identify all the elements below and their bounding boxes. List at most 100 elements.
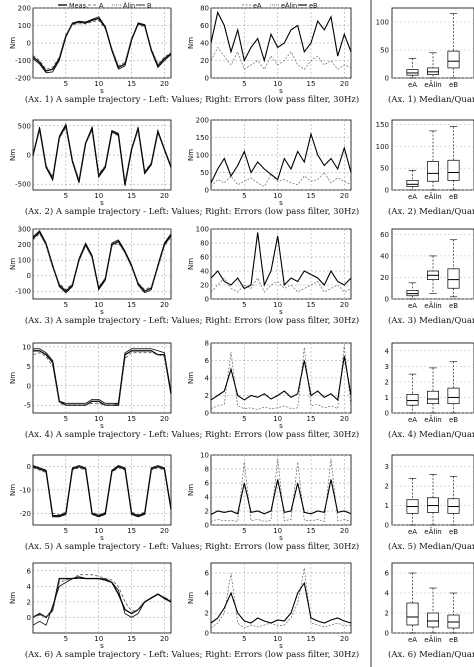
errors-panel-series-line — [210, 567, 352, 629]
values-panel-ytick-label: 300 — [18, 226, 31, 234]
values-panel-xtick-label: 10 — [94, 301, 103, 309]
caption-box: (Ax. 6) Median/Quartiles — [388, 649, 474, 660]
box-panel-category-label: eÂlin — [424, 527, 441, 536]
values-panel-series-line — [32, 233, 172, 291]
box-panel-ytick-label: 100 — [376, 143, 389, 151]
values-panel-xlabel: s — [100, 308, 104, 316]
errors-panel-xlabel: s — [279, 87, 283, 95]
caption-box: (Ax. 1) Median/Quartiles — [388, 94, 474, 105]
box-panel-ytick-label: 150 — [376, 121, 389, 129]
errors-panel-xtick-label: 10 — [273, 527, 282, 535]
box-panel-category-label: eB — [449, 193, 458, 201]
errors-panel-xtick-label: 10 — [273, 80, 282, 88]
box-panel-ytick-label: 4 — [385, 347, 390, 355]
values-panel-xtick-label: 20 — [160, 192, 169, 200]
box-panel-ytick-label: 0 — [385, 522, 389, 530]
values-panel-ytick-label: 200 — [18, 5, 31, 13]
values-panel-frame — [32, 228, 172, 300]
box-panel-ytick-label: 0 — [385, 75, 389, 83]
caption-values-errors: (Ax. 2) A sample trajectory - Left: Valu… — [25, 206, 359, 217]
errors-panel-ytick-label: 20 — [200, 57, 209, 65]
errors-panel-ytick-label: 60 — [200, 254, 209, 262]
values-panel-xtick-label: 5 — [64, 527, 68, 535]
errors-panel-ytick-label: 40 — [200, 40, 209, 48]
caption-box: (Ax. 5) Median/Quartiles — [388, 541, 474, 552]
values-panel-xlabel: s — [100, 199, 104, 207]
values-panel-xtick-label: 15 — [127, 527, 136, 535]
errors-panel-xtick-label: 5 — [242, 415, 246, 423]
caption-box: (Ax. 2) Median/Quartiles — [388, 206, 474, 217]
box-panel-category-label: eA — [408, 81, 417, 89]
values-panel-ytick-label: -20 — [20, 510, 31, 518]
errors-panel-ylabel: Nm — [187, 149, 195, 161]
errors-panel-xtick-label: 20 — [340, 527, 349, 535]
caption-box: (Ax. 4) Median/Quartiles — [388, 429, 474, 440]
errors-panel-xtick-label: 15 — [307, 80, 316, 88]
errors-panel-series-line — [210, 356, 352, 401]
box-panel-box — [447, 387, 460, 405]
errors-panel-ytick-label: 8 — [205, 340, 209, 348]
values-panel-xlabel: s — [100, 422, 104, 430]
errors-panel-ylabel: Nm — [187, 592, 195, 604]
errors-panel-xtick-label: 20 — [340, 635, 349, 643]
errors-panel-ytick-label: 10 — [200, 452, 209, 460]
errors-panel-xtick-label: 15 — [307, 192, 316, 200]
values-panel-series-line — [33, 348, 172, 404]
box-panel-box — [427, 612, 439, 628]
box-panel-ytick-label: 0 — [385, 296, 389, 304]
values-panel-ytick-label: -100 — [15, 288, 31, 296]
errors-panel-xlabel: s — [279, 199, 283, 207]
errors-panel-series-line — [210, 46, 352, 70]
values-panel-ytick-label: -500 — [15, 181, 31, 189]
box-panel-category-label: eA — [408, 528, 417, 536]
legend-label: B — [147, 2, 151, 10]
box-panel-ytick-label: 2 — [385, 610, 389, 618]
caption-values-errors: (Ax. 1) A sample trajectory - Left: Valu… — [25, 94, 359, 105]
values-panel-xtick-label: 10 — [94, 415, 103, 423]
values-panel-ytick-label: 6 — [27, 567, 32, 575]
errors-panel-ytick-label: 6 — [205, 480, 210, 488]
box-panel-ytick-label: 2 — [385, 483, 389, 491]
errors-panel-ytick-label: 80 — [200, 240, 209, 248]
errors-panel-series-line — [210, 131, 352, 184]
errors-panel-xtick-label: 20 — [340, 80, 349, 88]
values-panel-ylabel: Nm — [9, 258, 17, 270]
errors-panel-series-line — [210, 581, 352, 624]
box-panel-category-label: eB — [449, 528, 458, 536]
values-panel-ytick-label: 0 — [27, 152, 31, 160]
box-panel-category-label: eB — [449, 81, 458, 89]
box-panel-category-label: eA — [408, 416, 417, 424]
legend-label: A — [99, 2, 104, 10]
errors-panel-ylabel: Nm — [187, 37, 195, 49]
box-panel-ytick-label: 20 — [380, 274, 389, 282]
values-panel-xtick-label: 20 — [160, 527, 169, 535]
errors-panel-xtick-label: 5 — [242, 301, 246, 309]
errors-panel-ytick-label: 40 — [200, 268, 209, 276]
values-panel-xtick-label: 5 — [64, 635, 68, 643]
box-panel-category-label: eB — [449, 636, 458, 644]
values-panel-ytick-label: -200 — [15, 75, 31, 83]
values-panel-ytick-label: 10 — [22, 343, 31, 351]
errors-panel-xtick-label: 5 — [242, 635, 246, 643]
box-panel-ytick-label: 1 — [385, 502, 389, 510]
errors-panel-ytick-label: 150 — [196, 134, 209, 142]
errors-panel-ytick-label: 4 — [205, 590, 210, 598]
box-panel-box — [447, 159, 460, 181]
errors-panel-ytick-label: 4 — [205, 375, 210, 383]
legend-label: eA — [253, 2, 262, 10]
box-panel-category-label: eB — [449, 302, 458, 310]
errors-panel-xlabel: s — [279, 422, 283, 430]
values-panel-series-line — [32, 352, 172, 406]
errors-panel-xtick-label: 5 — [242, 527, 246, 535]
errors-panel-xtick-label: 20 — [340, 301, 349, 309]
errors-panel-ylabel: Nm — [187, 258, 195, 270]
values-panel-ylabel: Nm — [9, 149, 17, 161]
values-panel-ytick-label: 0 — [27, 463, 31, 471]
errors-panel-xtick-label: 5 — [242, 192, 246, 200]
box-panel-ytick-label: 3 — [385, 463, 389, 471]
values-panel-ytick-label: 0 — [27, 614, 31, 622]
box-panel-ytick-label: 4 — [385, 590, 390, 598]
